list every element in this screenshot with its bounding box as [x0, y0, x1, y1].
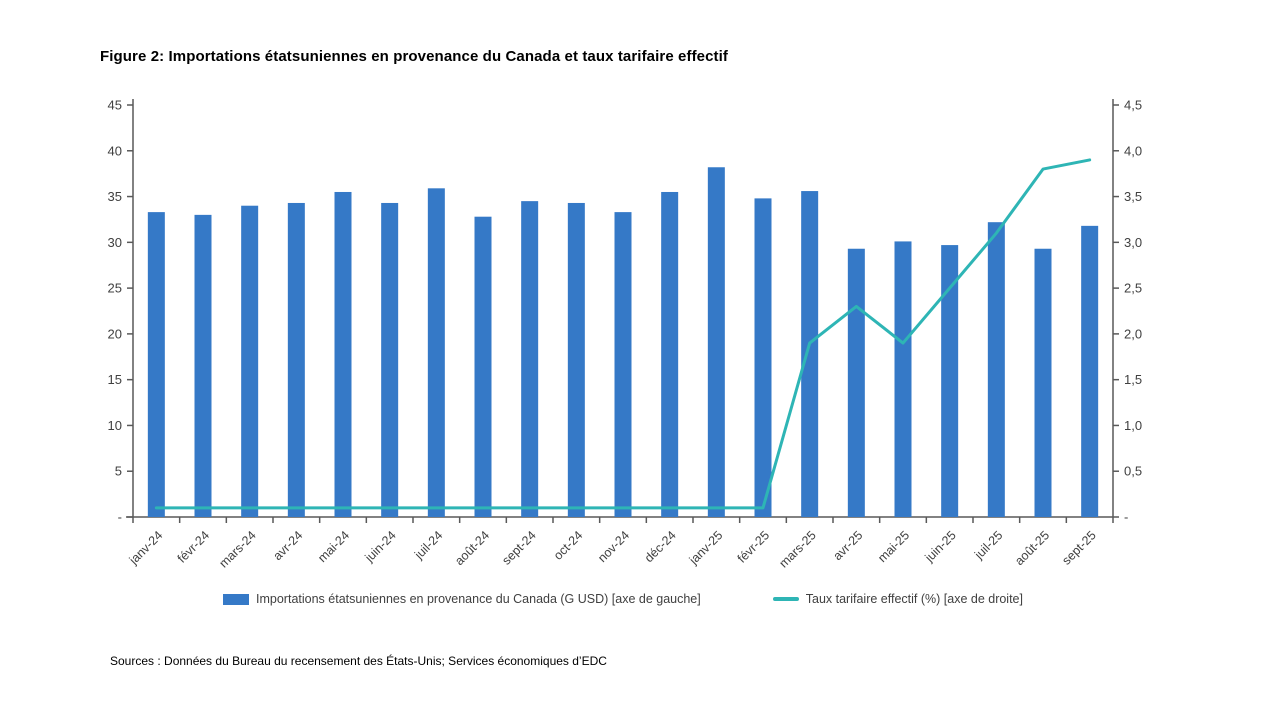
x-label-juin-25: juin-25 [922, 528, 959, 565]
legend-item-tariff: Taux tarifaire effectif (%) [axe de droi… [772, 592, 1023, 606]
y-left-tick-label: - [118, 510, 122, 525]
bar-juil-24 [427, 188, 445, 517]
y-right-tick-label: 1,5 [1124, 372, 1142, 387]
legend-bar-label: Importations étatsuniennes en provenance… [256, 592, 701, 606]
x-label-janv-24: janv-24 [126, 528, 166, 568]
x-label-avr-25: avr-25 [830, 528, 865, 563]
y-left-tick-label: 10 [108, 418, 122, 433]
legend-line-swatch-icon [772, 597, 799, 601]
x-label-févr-24: févr-24 [175, 528, 212, 565]
y-left-tick-label: 5 [115, 464, 122, 479]
bar-juil-25 [987, 222, 1005, 518]
y-right-tick-label: 2,5 [1124, 281, 1142, 296]
bar-nov-24 [614, 212, 632, 517]
y-left-tick-label: 40 [108, 143, 122, 158]
bar-déc-24 [661, 191, 679, 517]
bar-août-25 [1034, 248, 1052, 517]
chart-canvas: - 5 10 15 20 25 30 35 40 45 - 0,5 1,0 1,5 2,0 2,5 3,0 3,5… [108, 98, 1143, 571]
bar-juin-25 [941, 245, 959, 517]
bar-janv-25 [707, 167, 725, 517]
y-left-tick-label: 35 [108, 189, 122, 204]
y-axis-right: - 0,5 1,0 1,5 2,0 2,5 3,0 3,5 4,0 4,5 [1112, 98, 1142, 525]
x-label-oct-24: oct-24 [551, 528, 585, 562]
x-label-juil-25: juil-25 [971, 528, 1005, 562]
x-label-déc-24: déc-24 [642, 528, 679, 565]
x-label-juin-24: juin-24 [362, 528, 399, 565]
y-left-tick-label: 30 [108, 235, 122, 250]
legend-item-imports: Importations étatsuniennes en provenance… [223, 592, 701, 606]
sources-note: Sources : Données du Bureau du recenseme… [110, 654, 607, 668]
bar-avr-24 [287, 202, 305, 517]
x-label-mars-24: mars-24 [216, 528, 258, 570]
x-label-mai-25: mai-25 [875, 528, 912, 565]
y-right-tick-label: 3,0 [1124, 235, 1142, 250]
bar-avr-25 [847, 248, 865, 517]
x-label-avr-24: avr-24 [270, 528, 305, 563]
y-right-tick-label: 1,0 [1124, 418, 1142, 433]
x-label-janv-25: janv-25 [686, 528, 726, 568]
bar-févr-24 [194, 214, 212, 517]
x-label-févr-25: févr-25 [735, 528, 772, 565]
y-left-tick-label: 45 [108, 98, 122, 113]
y-right-tick-label: 3,5 [1124, 189, 1142, 204]
bar-oct-24 [567, 202, 585, 517]
bar-janv-24 [147, 212, 165, 517]
x-axis-labels: janv-24 févr-24 mars-24 avr-24 mai-24 juin-24… [126, 528, 1099, 570]
legend-line-label: Taux tarifaire effectif (%) [axe de droi… [805, 592, 1023, 606]
bar-sept-24 [521, 201, 539, 517]
bar-sept-25 [1081, 225, 1099, 517]
x-label-août-24: août-24 [452, 528, 492, 568]
tariff-line-series [154, 158, 1092, 510]
bar-août-24 [474, 216, 492, 517]
bar-mai-24 [334, 191, 352, 517]
x-label-août-25: août-25 [1012, 528, 1052, 568]
bar-févr-25 [754, 198, 772, 517]
x-label-nov-24: nov-24 [595, 528, 632, 565]
y-axis-left: - 5 10 15 20 25 30 35 40 45 [108, 98, 134, 525]
x-label-juil-24: juil-24 [411, 528, 445, 562]
x-label-mai-24: mai-24 [315, 528, 352, 565]
bar-mars-25 [801, 191, 819, 517]
y-left-tick-label: 15 [108, 372, 122, 387]
y-right-tick-label: 0,5 [1124, 464, 1142, 479]
y-left-tick-label: 25 [108, 281, 122, 296]
y-right-tick-label: 4,5 [1124, 98, 1142, 113]
x-label-sept-24: sept-24 [499, 528, 538, 567]
bar-mai-25 [894, 241, 912, 517]
bars-series [147, 167, 1099, 518]
chart-legend: Importations étatsuniennes en provenance… [133, 592, 1113, 606]
x-label-sept-25: sept-25 [1059, 528, 1098, 567]
x-axis [126, 516, 1114, 523]
y-right-tick-label: 2,0 [1124, 326, 1142, 341]
legend-bar-swatch-icon [223, 593, 250, 605]
x-label-mars-25: mars-25 [776, 528, 818, 570]
y-left-tick-label: 20 [108, 326, 122, 341]
bar-mars-24 [241, 205, 259, 517]
y-right-tick-label: - [1124, 510, 1128, 525]
figure-title: Figure 2: Importations étatsuniennes en … [100, 48, 729, 65]
y-right-tick-label: 4,0 [1124, 143, 1142, 158]
bar-juin-24 [381, 202, 399, 517]
